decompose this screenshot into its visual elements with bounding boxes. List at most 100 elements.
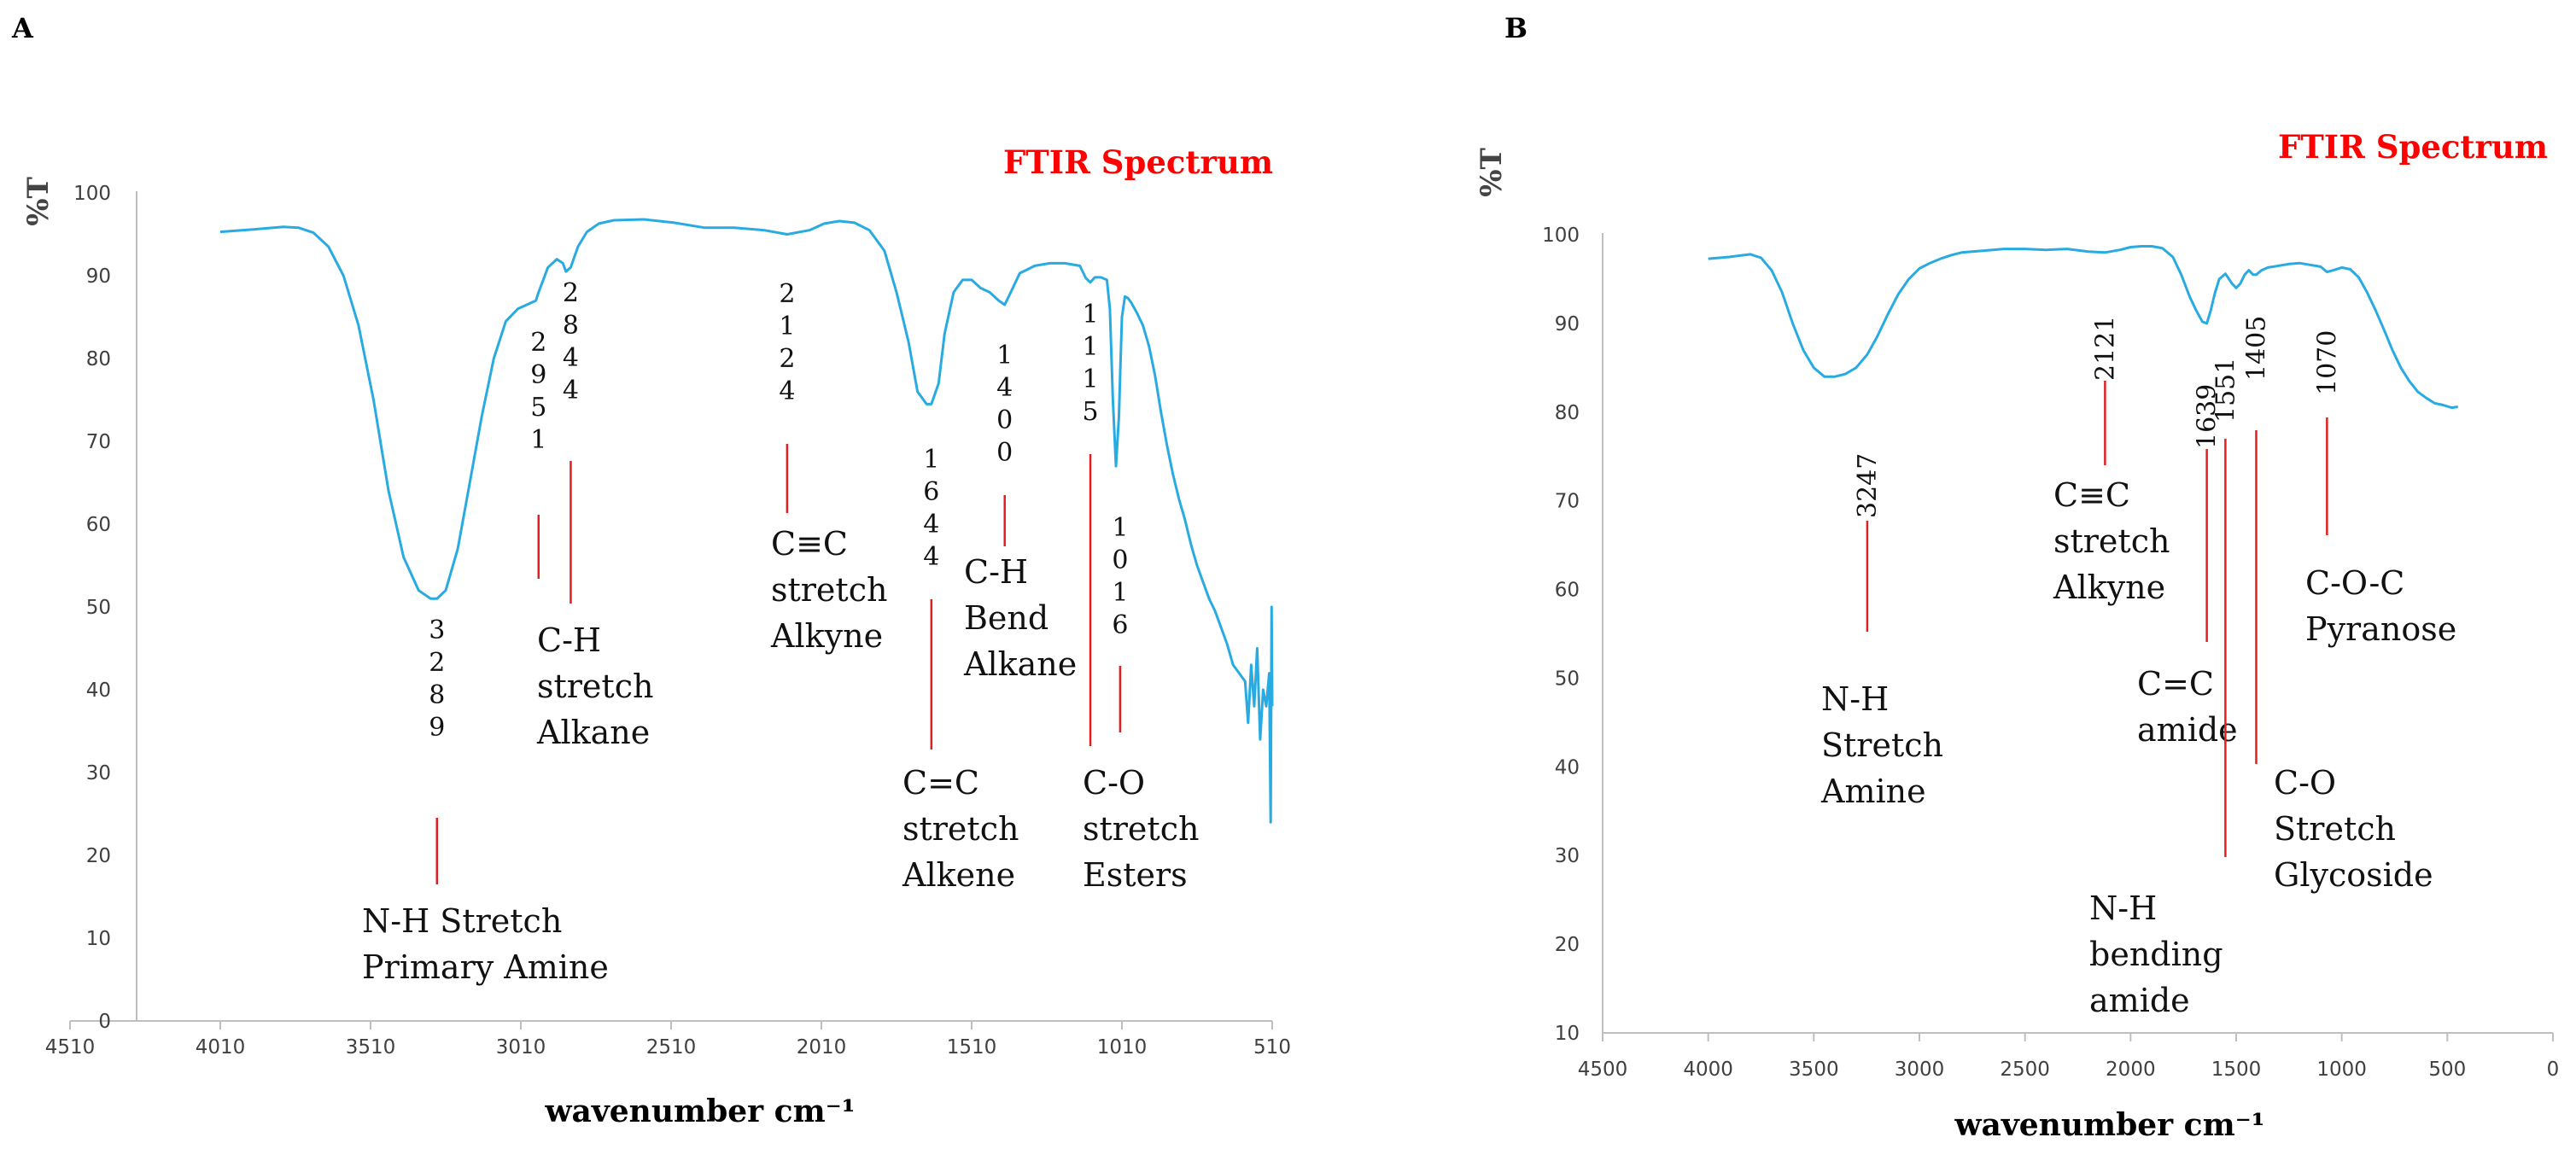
peak-digit: 1 (1082, 365, 1098, 394)
x-tick-label: 0 (2547, 1059, 2560, 1081)
y-tick-label: 30 (86, 762, 111, 784)
x-tick-label: 510 (1253, 1036, 1291, 1059)
x-tick-label: 4010 (196, 1036, 246, 1059)
peak-label-line: Alkane (536, 714, 650, 751)
x-tick-label: 1010 (1097, 1036, 1148, 1059)
y-tick-label: 10 (1555, 1023, 1580, 1045)
peak-digit: 4 (923, 542, 939, 572)
peak-digit: 1 (923, 445, 939, 475)
peak-value: 1639 (2193, 384, 2223, 449)
x-tick-label: 2500 (2000, 1059, 2050, 1081)
y-tick-label: 60 (86, 514, 111, 536)
peak-digit: 6 (923, 477, 939, 507)
x-tick-label: 1500 (2211, 1059, 2262, 1081)
peak-value: 1070 (2312, 330, 2342, 395)
peak-digit: 1 (1112, 578, 1128, 608)
peak-digit: 9 (530, 360, 546, 390)
panel-a: A FTIR Spectrum %T wavenumber cm⁻¹ 4510 4… (11, 12, 1291, 1129)
panel-letter-a: A (11, 12, 34, 44)
peak-label-line: Amine (1820, 773, 1926, 810)
peak-label-line: Primary Amine (362, 948, 609, 986)
peak-digit: 1 (530, 425, 546, 455)
peak-digit: 4 (779, 376, 795, 406)
x-tick-label: 2000 (2106, 1059, 2156, 1081)
peak-annotation-1551: 1551 N-H bending amide (2089, 358, 2240, 1019)
spectrum-line-a (219, 218, 1274, 824)
peak-digit: 2 (779, 279, 795, 309)
peak-label-line: C≡C (771, 525, 848, 563)
peak-label-line: Alkyne (2053, 569, 2165, 606)
peak-digit: 8 (563, 311, 579, 341)
peak-digit: 1 (779, 312, 795, 341)
peak-annotation-3247: 3247 N-H Stretch Amine (1820, 453, 1943, 810)
y-tick-label: 60 (1555, 580, 1580, 602)
peak-digit: 1 (1082, 300, 1098, 330)
y-tick-label: 80 (1555, 402, 1580, 424)
x-tick-label: 1510 (947, 1036, 997, 1059)
chart-title-b: FTIR Spectrum (2278, 128, 2548, 166)
peak-value: 2121 (2090, 316, 2120, 381)
y-tick-label: 90 (86, 265, 111, 288)
axes-b: 4500 4000 3500 3000 2500 2000 1500 1000 500 0 10 20… (1542, 225, 2559, 1081)
y-tick-label: 0 (98, 1011, 111, 1033)
x-tick-label: 3010 (496, 1036, 546, 1059)
peak-label-line: C-H (537, 621, 601, 659)
peak-annotation-1405: 1405 C-O Stretch Glycoside (2241, 316, 2433, 894)
peak-digit: 4 (996, 373, 1013, 403)
y-axis-label-b: %T (1475, 148, 1509, 197)
panel-letter-b: B (1504, 12, 1527, 44)
peak-digit: 0 (1112, 545, 1128, 575)
y-tick-label: 70 (1555, 491, 1580, 513)
peak-value: 1551 (2211, 358, 2240, 423)
y-tick-label: 30 (1555, 845, 1580, 867)
x-tick-label: 3500 (1789, 1059, 1839, 1081)
spectrum-line-b (1708, 245, 2458, 410)
peak-digit: 4 (923, 510, 939, 540)
peak-label-line: N-H Stretch (362, 902, 562, 940)
y-tick-label: 100 (1542, 225, 1580, 247)
x-tick-label: 4500 (1578, 1059, 1628, 1081)
peak-digit: 4 (563, 376, 579, 405)
peak-label-line: amide (2137, 711, 2238, 749)
y-tick-label: 10 (86, 928, 111, 950)
peak-label-line: Alkyne (770, 617, 883, 655)
x-tick-label: 2010 (797, 1036, 847, 1059)
x-tick-label: 2510 (646, 1036, 697, 1059)
x-tick-label: 4000 (1683, 1059, 1733, 1081)
peak-label-line: stretch (537, 668, 653, 705)
peak-label-line: Alkene (902, 856, 1015, 894)
peak-value: 3247 (1853, 453, 1883, 518)
peak-label-line: C-O (1083, 764, 1145, 802)
peak-label-line: C≡C (2053, 476, 2130, 514)
peak-label-line: C-O (2274, 764, 2336, 802)
peak-digit: 2 (779, 344, 795, 374)
x-axis-label-a: wavenumber cm⁻¹ (545, 1094, 856, 1129)
peak-label-line: bending (2089, 936, 2223, 973)
peak-digit: 4 (563, 343, 579, 373)
x-tick-label: 500 (2428, 1059, 2466, 1081)
peak-label-line: stretch (771, 571, 887, 609)
peak-label-line: Pyranose (2305, 610, 2456, 648)
peak-label-line: N-H (1821, 680, 1889, 718)
peak-label-line: Stretch (1821, 726, 1943, 764)
peak-label-line: Glycoside (2274, 856, 2433, 894)
peak-label-line: C-O-C (2305, 564, 2404, 602)
peak-digit: 9 (429, 713, 445, 743)
panel-b: B FTIR Spectrum %T wavenumber cm⁻¹ 4500 4… (1475, 12, 2559, 1143)
peak-label-line: Alkane (963, 645, 1077, 683)
peak-digit: 6 (1112, 610, 1128, 640)
y-tick-label: 100 (73, 183, 111, 205)
peak-digit: 1 (1082, 332, 1098, 362)
peak-annotation-2121: 2121 C≡C stretch Alkyne (2053, 316, 2170, 606)
peak-label-line: Bend (964, 599, 1049, 637)
peak-digit: 8 (429, 680, 445, 710)
y-tick-label: 70 (86, 431, 111, 453)
peak-digit: 3 (429, 615, 445, 645)
